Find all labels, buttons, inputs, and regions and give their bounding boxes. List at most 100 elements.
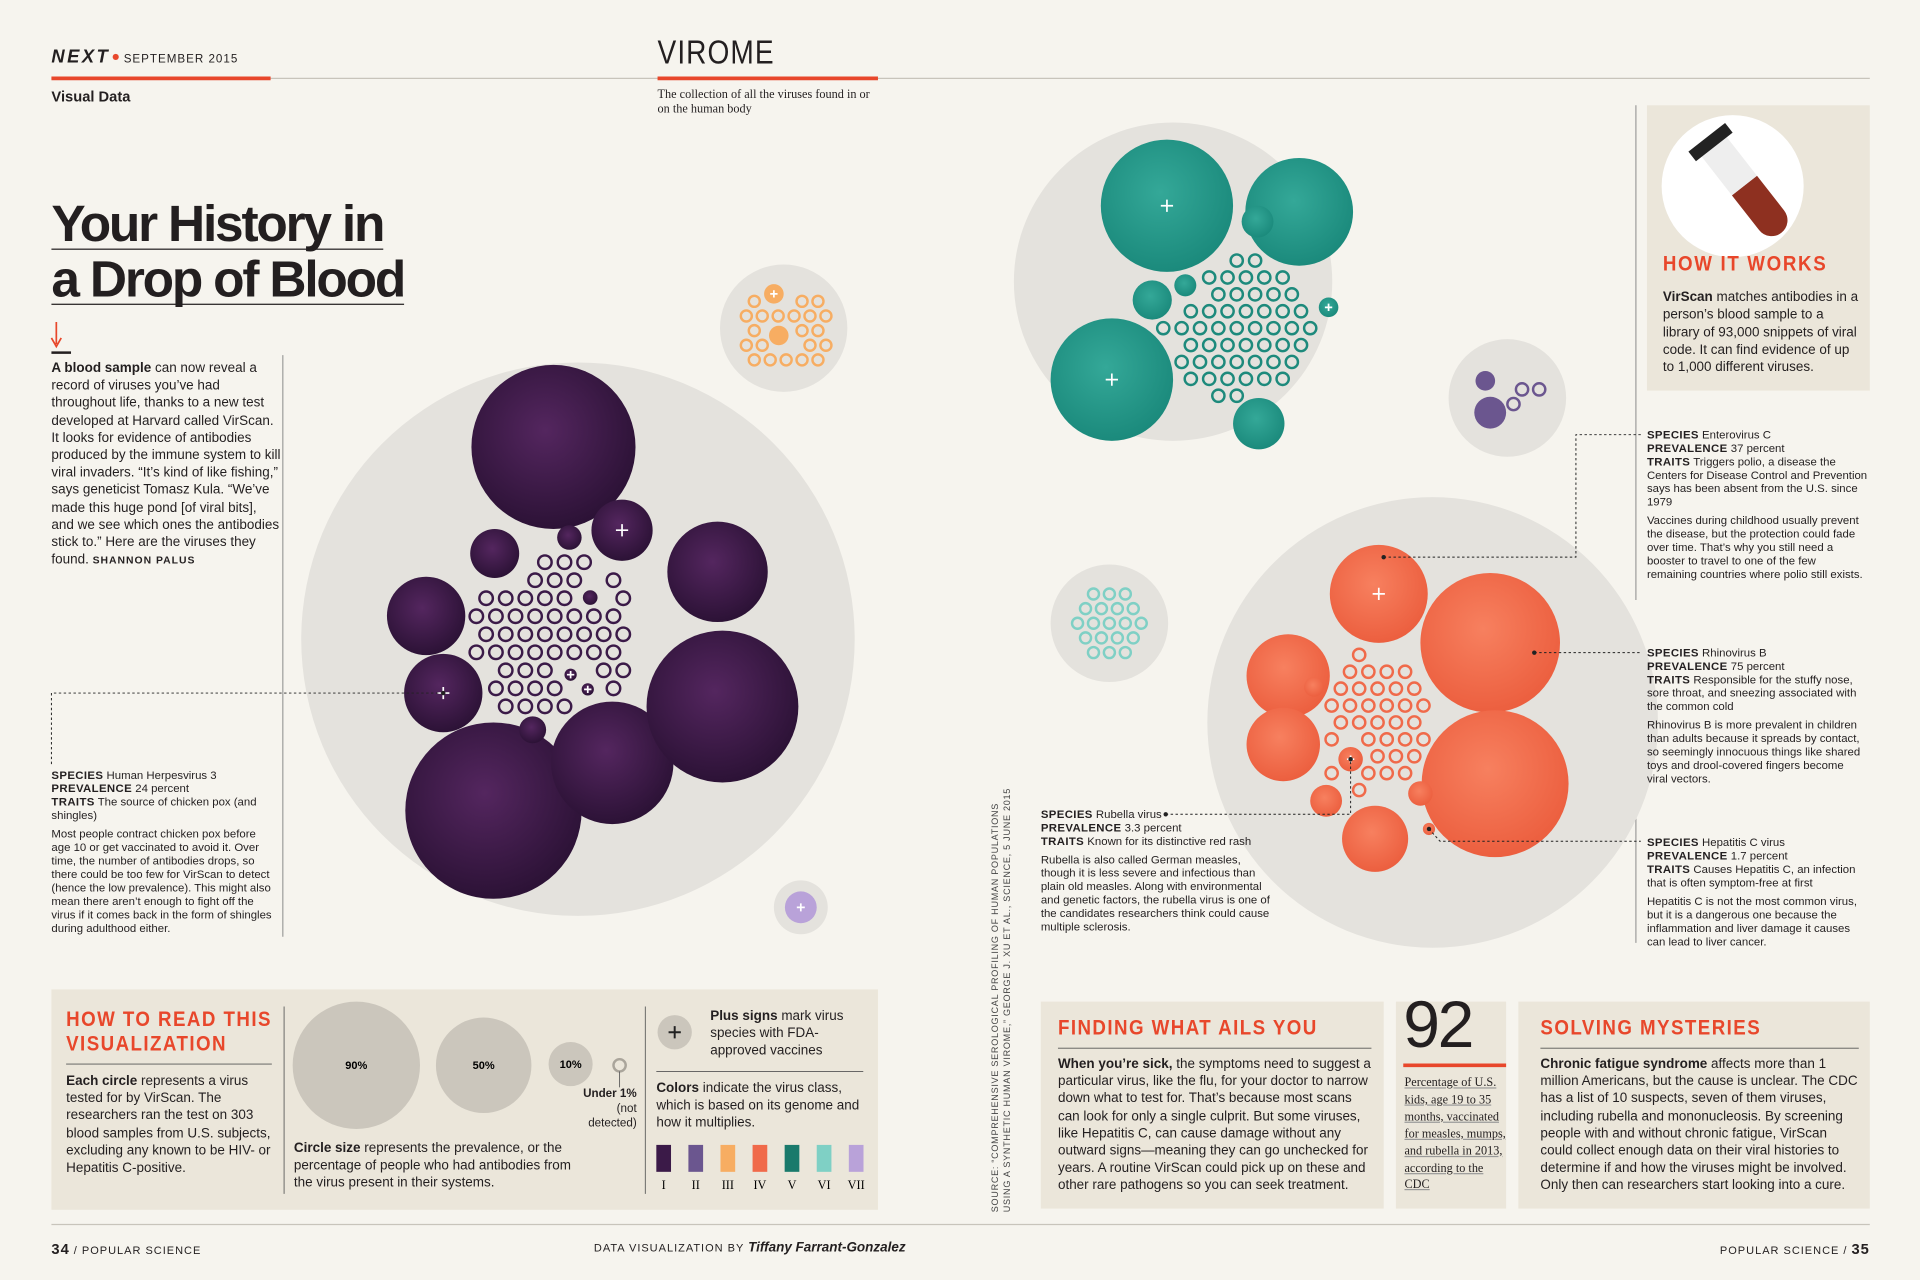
- virus-ring: [605, 608, 622, 625]
- virus-ring: [1361, 698, 1376, 713]
- virus-ring: [787, 309, 801, 323]
- callout-note: Rhinovirus B is more prevalent in childr…: [1646, 718, 1861, 785]
- lead: Chronic fatigue syndrome: [1540, 1056, 1708, 1072]
- virus-ring: [1256, 303, 1272, 319]
- virus-ring: [1324, 765, 1339, 781]
- virus-ring: [1110, 631, 1125, 645]
- virus-ring: [1324, 731, 1339, 747]
- virus-ring: [1397, 765, 1413, 781]
- virus-ring: [1302, 320, 1318, 336]
- virus-ring: [536, 590, 553, 607]
- plus-icon: [566, 671, 575, 679]
- virus-ring: [1247, 320, 1263, 336]
- virus-ring: [1220, 270, 1235, 285]
- virus-circle: [646, 630, 799, 783]
- virus-ring: [755, 338, 769, 352]
- callout: SPECIES Hepatitis C virus PREVALENCE 1.7 …: [1647, 836, 1867, 949]
- virus-circle: [1408, 781, 1433, 806]
- page-number: 35: [1851, 1240, 1870, 1258]
- footer-credit: DATA VISUALIZATION BY Tiffany Farrant-Go…: [594, 1240, 906, 1255]
- virus-circle: [1241, 205, 1274, 238]
- virus-ring: [763, 353, 777, 367]
- leader-line: [1165, 759, 1352, 815]
- legend-label: 90%: [345, 1060, 367, 1072]
- virus-ring: [1155, 320, 1171, 336]
- virus-circle: [386, 576, 466, 656]
- byline: SHANNON PALUS: [92, 553, 196, 567]
- virus-ring: [1275, 270, 1291, 285]
- brand-dot: [112, 53, 119, 60]
- virus-ring: [1211, 287, 1226, 302]
- virus-ring: [1078, 601, 1093, 616]
- virus-ring: [1275, 303, 1291, 319]
- virus-ring: [771, 309, 785, 323]
- source-note: SOURCE: “COMPREHENSIVE SEROLOGICAL PROFI…: [989, 787, 1013, 1213]
- callout-label: SPECIES: [1646, 836, 1699, 849]
- virus-ring: [1086, 645, 1101, 660]
- intro-body: can now reveal a record of viruses you’v…: [51, 361, 281, 568]
- callout-species: SPECIES Enterovirus C: [1647, 429, 1867, 442]
- callout-value: Human Herpesvirus 3: [106, 768, 217, 782]
- virus-ring: [546, 644, 563, 661]
- virus-ring: [556, 590, 573, 607]
- stat-number: 92: [1403, 988, 1474, 1062]
- stat-text: Percentage of U.S. kids, age 19 to 35 mo…: [1404, 1076, 1506, 1192]
- virus-ring: [487, 608, 504, 625]
- callout-traits: TRAITS Responsible for the stuffy nose, …: [1647, 673, 1867, 713]
- virus-ring: [1266, 287, 1281, 302]
- body: matches antibodies in a person’s blood s…: [1662, 290, 1859, 375]
- virus-ring: [497, 626, 514, 643]
- virus-circle: [1132, 280, 1172, 320]
- virus-ring: [739, 309, 754, 323]
- virus-ring: [527, 572, 544, 589]
- class-label: III: [722, 1178, 734, 1192]
- virus-ring: [1406, 681, 1422, 697]
- virus-circle: [1174, 274, 1197, 297]
- virus-ring: [615, 662, 632, 679]
- virus-circle: [551, 701, 674, 825]
- virus-ring: [1238, 270, 1254, 285]
- class-swatch: [688, 1144, 704, 1172]
- plus-icon: [615, 524, 629, 537]
- virus-circle: [1310, 784, 1343, 817]
- credit-name: Tiffany Farrant-Gonzalez: [748, 1240, 906, 1256]
- callout-label: SPECIES: [51, 768, 104, 782]
- callout-value: Responsible for the stuffy nose, sore th…: [1646, 673, 1857, 713]
- virus-ring: [566, 572, 583, 589]
- lead: Under 1%: [583, 1087, 637, 1101]
- virus-ring: [556, 626, 573, 643]
- panel-text: Plus signs mark virus species with FDA-a…: [710, 1008, 867, 1060]
- virus-ring: [795, 323, 809, 338]
- plus-icon: [1372, 587, 1385, 601]
- arrow-icon: [50, 322, 62, 349]
- clusters: [386, 139, 1569, 924]
- headline-line: a Drop of Blood: [51, 249, 406, 308]
- callout-species: SPECIES Human Herpesvirus 3: [51, 769, 274, 782]
- virus-ring: [1342, 664, 1358, 680]
- virus-ring: [1134, 616, 1148, 631]
- virus-ring: [1220, 337, 1235, 353]
- virus-ring: [1416, 731, 1431, 747]
- lead: Plus signs: [710, 1008, 778, 1024]
- virus-ring: [527, 608, 544, 625]
- virus-ring: [1247, 287, 1263, 302]
- virus-ring: [1531, 382, 1547, 397]
- lead: Circle size: [293, 1141, 361, 1156]
- virus-ring: [556, 698, 573, 715]
- virus-circle: [1421, 710, 1569, 858]
- virus-ring: [1256, 270, 1272, 285]
- panel: [1040, 1001, 1384, 1209]
- headline: Your History in a Drop of Blood: [51, 194, 406, 308]
- class-swatch: [848, 1144, 864, 1172]
- virus-ring: [497, 698, 514, 715]
- virus-ring: [1229, 320, 1245, 336]
- virus-ring: [1416, 698, 1431, 713]
- legend-note: Under 1% (not detected): [576, 1087, 637, 1131]
- footer-right: POPULAR SCIENCE / 35: [1720, 1240, 1870, 1257]
- virus-ring: [517, 698, 534, 715]
- headline-line: Your History in: [51, 194, 385, 253]
- virus-circle: [582, 590, 598, 605]
- virus-ring: [527, 680, 544, 697]
- virus-circle: [1245, 157, 1354, 266]
